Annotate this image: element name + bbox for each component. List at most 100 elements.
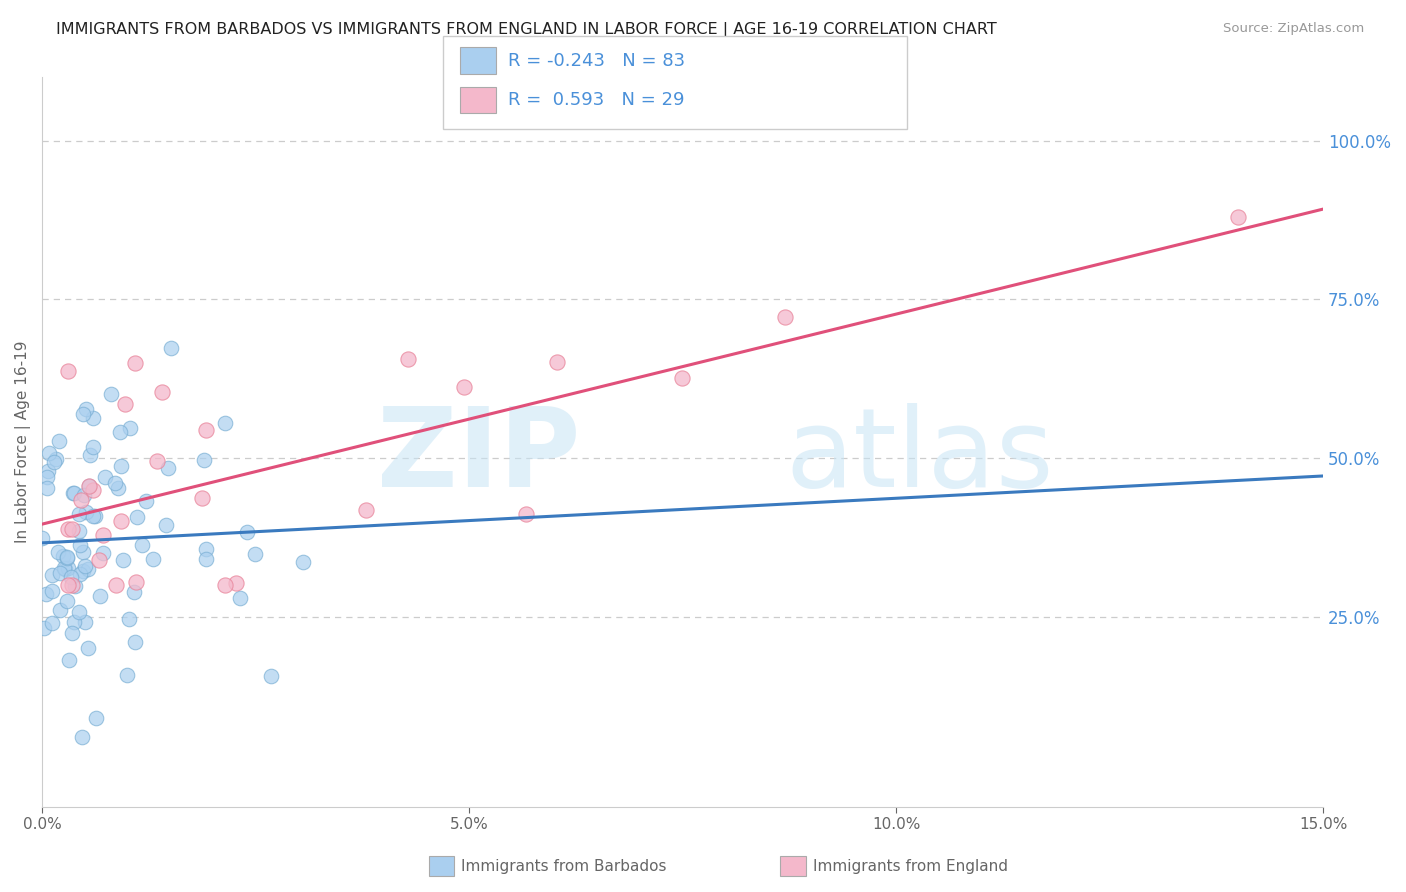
Point	[75, 505, 97, 519]
Point	[46, 545, 69, 559]
Point	[124, 585, 146, 599]
Point	[69, 567, 91, 582]
Point	[104, 578, 127, 592]
Point	[155, 517, 177, 532]
Point	[73, 558, 96, 573]
Point	[1226, 211, 1249, 225]
Point	[107, 481, 129, 495]
Point	[515, 507, 537, 521]
Point	[108, 425, 131, 440]
Point	[131, 538, 153, 552]
Point	[62, 486, 84, 500]
Point	[67, 605, 90, 619]
Point	[53, 560, 76, 574]
Point	[124, 634, 146, 648]
Point	[93, 546, 115, 560]
Text: Immigrants from England: Immigrants from England	[813, 859, 1008, 873]
Point	[72, 407, 94, 421]
Point	[60, 626, 83, 640]
Y-axis label: In Labor Force | Age 16-19: In Labor Force | Age 16-19	[15, 341, 31, 543]
Point	[671, 371, 693, 385]
Point	[31, 531, 53, 545]
Point	[67, 508, 90, 522]
Point	[72, 564, 94, 578]
Point	[35, 481, 58, 495]
Point	[37, 465, 59, 479]
Point	[37, 469, 59, 483]
Point	[214, 416, 236, 430]
Point	[291, 555, 314, 569]
Point	[70, 730, 93, 744]
Point	[104, 475, 127, 490]
Point	[48, 434, 70, 448]
Point	[32, 621, 55, 635]
Point	[56, 364, 79, 378]
Point	[44, 455, 66, 469]
Point	[214, 578, 236, 592]
Point	[546, 355, 568, 369]
Text: Immigrants from Barbados: Immigrants from Barbados	[461, 859, 666, 873]
Point	[45, 452, 67, 467]
Point	[191, 491, 214, 505]
Point	[82, 509, 104, 524]
Point	[82, 483, 104, 498]
Point	[453, 380, 475, 394]
Point	[156, 461, 179, 475]
Point	[56, 551, 79, 566]
Point	[69, 538, 91, 552]
Point	[49, 603, 72, 617]
Point	[53, 562, 76, 576]
Point	[77, 562, 100, 576]
Text: R =  0.593   N = 29: R = 0.593 N = 29	[508, 91, 685, 109]
Point	[142, 552, 165, 566]
Text: ZIP: ZIP	[377, 403, 581, 510]
Point	[38, 446, 60, 460]
Point	[229, 591, 252, 605]
Point	[75, 615, 97, 630]
Text: R = -0.243   N = 83: R = -0.243 N = 83	[508, 52, 685, 70]
Point	[118, 612, 141, 626]
Point	[59, 570, 82, 584]
Point	[89, 552, 111, 566]
Point	[124, 574, 146, 589]
Point	[194, 552, 217, 566]
Point	[75, 401, 97, 416]
Point	[60, 522, 83, 536]
Point	[77, 479, 100, 493]
Point	[63, 579, 86, 593]
Point	[195, 423, 218, 437]
Point	[354, 503, 377, 517]
Point	[82, 411, 104, 425]
Point	[100, 387, 122, 401]
Point	[56, 560, 79, 574]
Point	[73, 488, 96, 502]
Point	[160, 342, 183, 356]
Point	[67, 524, 90, 538]
Point	[236, 524, 259, 539]
Point	[260, 669, 283, 683]
Point	[41, 615, 63, 630]
Point	[112, 553, 135, 567]
Point	[79, 448, 101, 462]
Text: atlas: atlas	[785, 403, 1053, 510]
Point	[63, 615, 86, 630]
Point	[110, 514, 132, 528]
Point	[76, 641, 98, 656]
Point	[243, 547, 266, 561]
Point	[62, 578, 84, 592]
Point	[94, 470, 117, 484]
Point	[396, 351, 419, 366]
Point	[225, 575, 247, 590]
Point	[110, 459, 132, 474]
Point	[146, 453, 169, 467]
Point	[84, 508, 107, 523]
Point	[55, 549, 77, 564]
Point	[72, 545, 94, 559]
Point	[56, 522, 79, 536]
Point	[115, 668, 138, 682]
Point	[118, 420, 141, 434]
Point	[49, 566, 72, 580]
Point	[56, 594, 79, 608]
Point	[86, 711, 108, 725]
Point	[150, 384, 173, 399]
